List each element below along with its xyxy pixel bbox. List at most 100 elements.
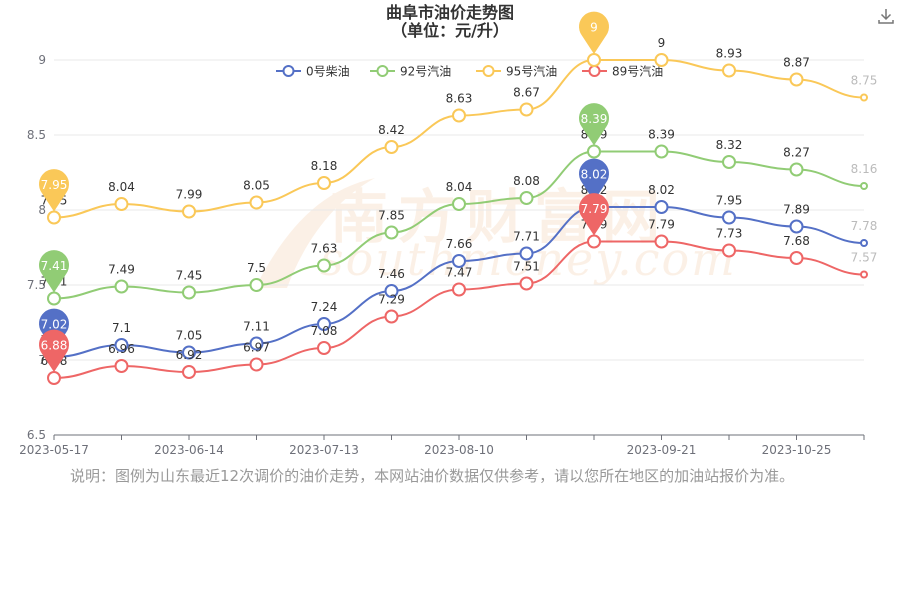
data-point[interactable] — [722, 210, 736, 225]
data-point[interactable] — [654, 144, 669, 159]
data-labels: 7.02 7.1 7.05 7.11 7.24 7.46 7.66 7.71 8.02 8.02 7… — [41, 36, 878, 368]
data-label: 7.57 — [851, 251, 878, 265]
pin-label: 8.02 — [581, 168, 608, 182]
data-label: 7.95 — [716, 194, 743, 208]
data-point[interactable] — [519, 246, 534, 261]
data-point[interactable] — [384, 140, 399, 154]
data-label: 7.5 — [247, 261, 266, 275]
pin-label: 9 — [590, 21, 598, 35]
data-point[interactable] — [114, 197, 129, 211]
data-point[interactable] — [249, 278, 264, 292]
data-point[interactable] — [654, 200, 669, 214]
legend-swatch-circle — [376, 65, 389, 77]
data-point[interactable] — [47, 291, 61, 306]
y-tick-label: 7.5 — [27, 278, 46, 292]
legend-item[interactable]: 95号汽油 — [476, 64, 557, 79]
data-point[interactable] — [249, 195, 264, 210]
data-point[interactable] — [452, 108, 466, 123]
data-point[interactable] — [114, 359, 129, 373]
x-tick-label: 2023-06-14 — [154, 443, 224, 457]
data-label: 8.32 — [716, 138, 743, 152]
extremum-pin: 6.88 — [39, 329, 69, 372]
data-point[interactable] — [114, 279, 129, 294]
data-label: 7.68 — [783, 234, 810, 248]
legend-item[interactable]: 0号柴油 — [276, 65, 350, 79]
data-point[interactable] — [452, 254, 466, 268]
data-point[interactable] — [587, 234, 601, 249]
download-icon[interactable] — [876, 6, 896, 26]
data-label: 7.79 — [648, 218, 675, 232]
data-point[interactable] — [452, 197, 466, 211]
data-point[interactable] — [47, 371, 61, 385]
data-label: 8.93 — [716, 47, 743, 61]
pin-shape — [579, 103, 609, 146]
data-point[interactable] — [114, 338, 129, 352]
data-point[interactable] — [722, 63, 736, 78]
data-label: 6.92 — [176, 348, 203, 362]
data-point[interactable] — [452, 282, 466, 297]
pin-shape — [579, 11, 609, 54]
data-point[interactable] — [384, 225, 399, 240]
pin-shape — [39, 329, 69, 372]
data-label: 6.97 — [243, 341, 270, 355]
data-point[interactable] — [317, 317, 331, 331]
data-label: 7.71 — [513, 230, 540, 244]
data-point[interactable] — [722, 155, 736, 169]
extremum-pin: 7.95 — [39, 169, 69, 212]
data-label: 7.63 — [311, 242, 338, 256]
data-label: 8.39 — [648, 128, 675, 142]
data-label: 7.11 — [243, 320, 270, 334]
y-tick-label: 6.5 — [27, 428, 46, 442]
pin-label: 6.88 — [41, 339, 68, 353]
y-tick-label: 8 — [38, 203, 46, 217]
data-label: 8.04 — [108, 180, 135, 194]
data-label: 8.08 — [513, 174, 540, 188]
pin-label: 7.79 — [581, 202, 608, 216]
data-point[interactable] — [860, 93, 868, 102]
data-point[interactable] — [587, 144, 601, 159]
data-point[interactable] — [317, 258, 331, 273]
extremum-pin: 8.39 — [579, 103, 609, 146]
data-label: 7.73 — [716, 227, 743, 241]
data-point[interactable] — [182, 365, 196, 379]
data-label: 8.04 — [446, 180, 473, 194]
data-label: 7.46 — [378, 267, 405, 281]
data-point[interactable] — [860, 270, 868, 279]
data-label: 7.05 — [176, 329, 203, 343]
data-point[interactable] — [722, 243, 736, 258]
legend-label: 89号汽油 — [612, 64, 663, 79]
data-point[interactable] — [317, 341, 331, 355]
data-point[interactable] — [654, 234, 669, 249]
data-point[interactable] — [519, 102, 534, 117]
chart-subtitle: （单位：元/升） — [391, 21, 509, 40]
legend-item[interactable]: 92号汽油 — [370, 64, 451, 79]
data-label: 8.75 — [851, 74, 878, 88]
data-point[interactable] — [519, 191, 534, 205]
data-point[interactable] — [860, 239, 868, 247]
data-point[interactable] — [654, 53, 669, 67]
data-point[interactable] — [789, 162, 804, 177]
data-point[interactable] — [182, 345, 196, 360]
data-point[interactable] — [249, 357, 264, 372]
data-point[interactable] — [384, 309, 399, 324]
data-point[interactable] — [249, 336, 264, 351]
data-point[interactable] — [789, 72, 804, 87]
y-tick-label: 8.5 — [27, 128, 46, 142]
y-tick-label: 9 — [38, 53, 46, 67]
data-point[interactable] — [587, 53, 601, 67]
data-point[interactable] — [860, 182, 868, 190]
pin-label: 8.39 — [581, 112, 608, 126]
data-point[interactable] — [182, 285, 196, 300]
data-point[interactable] — [789, 219, 804, 234]
legend[interactable]: 0号柴油 92号汽油 95号汽油 89号汽油 — [276, 64, 663, 79]
data-label: 8.05 — [243, 179, 270, 193]
data-label: 7.66 — [446, 237, 473, 251]
data-point[interactable] — [182, 204, 196, 219]
data-label: 7.29 — [378, 293, 405, 307]
data-point[interactable] — [317, 176, 331, 190]
data-point[interactable] — [519, 276, 534, 291]
data-point[interactable] — [47, 210, 61, 225]
data-point[interactable] — [789, 251, 804, 265]
legend-label: 0号柴油 — [306, 65, 350, 79]
data-point[interactable] — [384, 284, 399, 298]
